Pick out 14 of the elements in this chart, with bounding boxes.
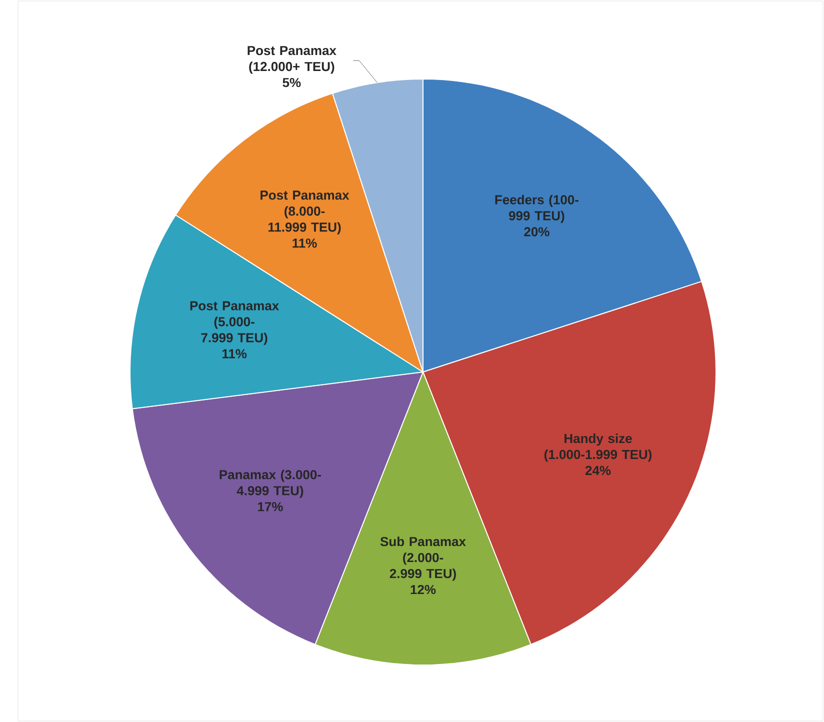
slice-label: Post Panamax (12.000+ TEU) bbox=[248, 46, 336, 74]
data-label: 11% bbox=[292, 238, 317, 248]
slice-label: Panamax (3.000-4.999 TEU) bbox=[220, 470, 321, 498]
slice-label: Handy size (1.000-1.999 TEU) bbox=[544, 434, 652, 462]
data-label: 24% bbox=[585, 466, 611, 476]
data-label: 20% bbox=[524, 227, 550, 236]
slice-label: Post Panamax (5.000-7.999 TEU) bbox=[190, 301, 279, 345]
slice-label: Feeders (100-999 TEU) bbox=[495, 194, 578, 223]
data-label: 12% bbox=[410, 584, 436, 594]
data-label: 5% bbox=[282, 78, 301, 88]
slice-label: Post Panamax (8.000-11.999 TEU) bbox=[260, 190, 350, 234]
data-label: 17% bbox=[258, 502, 283, 512]
slice-label: Sub Panamax (2.000-2.999 TEU) bbox=[380, 536, 466, 581]
data-label: 11% bbox=[222, 349, 247, 358]
